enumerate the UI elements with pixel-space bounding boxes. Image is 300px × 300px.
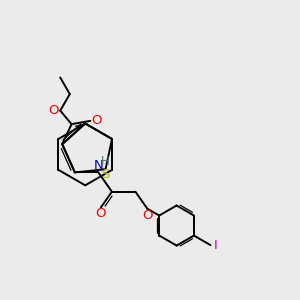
Text: N: N [94, 160, 104, 172]
Text: O: O [95, 207, 106, 220]
Text: S: S [101, 168, 110, 181]
Text: I: I [214, 238, 218, 252]
Text: O: O [142, 208, 152, 222]
Text: O: O [49, 103, 59, 117]
Text: O: O [92, 114, 102, 127]
Text: H: H [100, 155, 109, 168]
